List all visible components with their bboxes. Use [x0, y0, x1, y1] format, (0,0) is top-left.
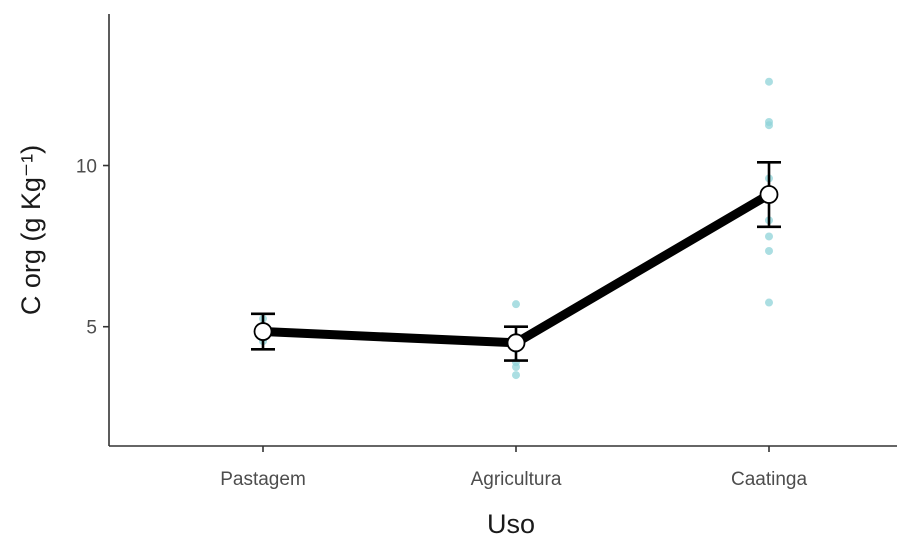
y-tick-label-0: 5 [86, 318, 97, 339]
mean-points-layer [253, 185, 779, 353]
x-tick-label-2: Caatinga [731, 469, 807, 490]
x-axis-title: Uso [487, 509, 535, 539]
raw-point-2-6 [765, 118, 773, 126]
y-axis-title: C org (g Kg⁻¹) [16, 145, 46, 315]
raw-point-1-0 [512, 371, 520, 380]
mean-line [258, 190, 774, 348]
mean-point-1 [506, 333, 526, 353]
raw-point-2-7 [765, 77, 773, 86]
x-ticks: Pastagem Agricultura Caatinga [220, 446, 807, 490]
mean-point-2 [759, 185, 779, 204]
x-tick-label-1: Agricultura [471, 469, 562, 490]
y-ticks: 5 10 [76, 157, 109, 339]
mean-line-layer [258, 190, 774, 348]
x-tick-label-0: Pastagem [220, 469, 306, 490]
raw-point-2-2 [765, 232, 773, 241]
raw-point-2-0 [765, 298, 773, 307]
y-tick-label-1: 10 [76, 157, 97, 178]
raw-point-2-1 [765, 246, 773, 255]
raw-point-1-4 [512, 300, 520, 309]
mean-point-0 [253, 322, 273, 341]
